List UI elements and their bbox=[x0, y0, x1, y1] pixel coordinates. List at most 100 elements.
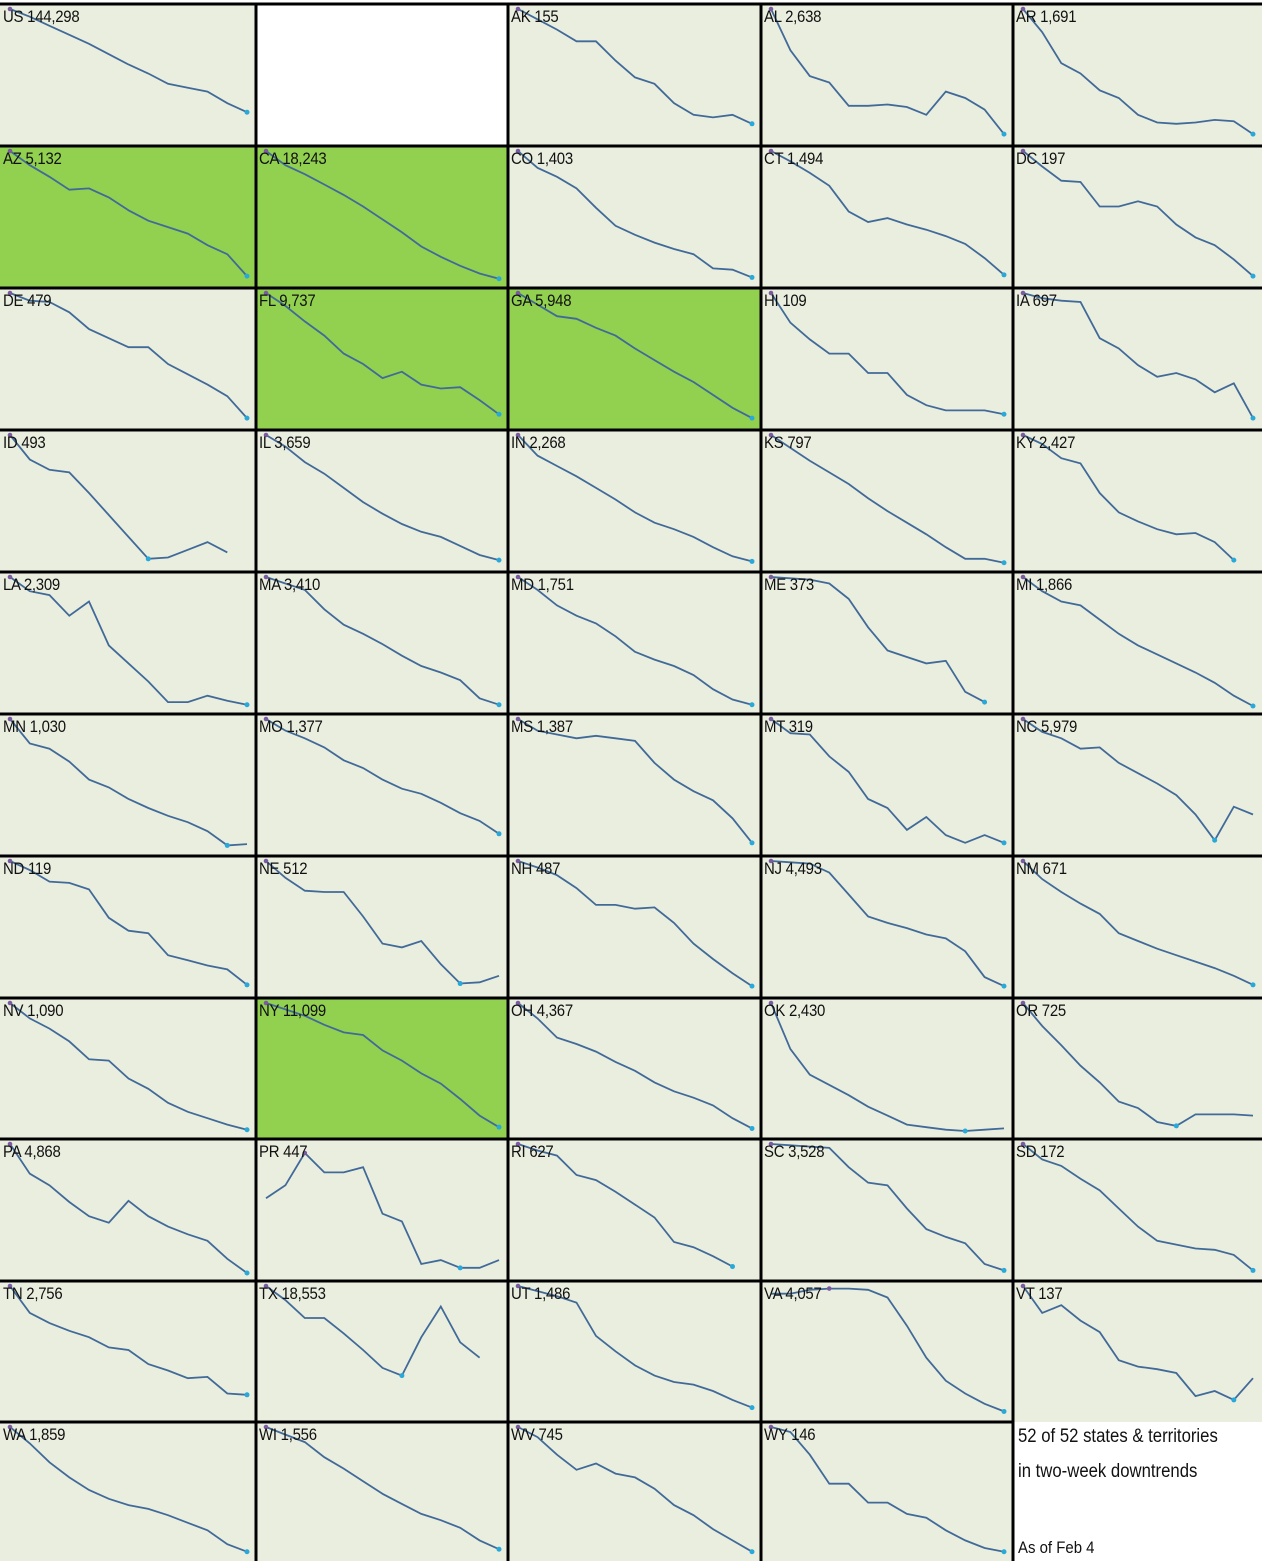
low-marker bbox=[749, 558, 755, 564]
trend-line bbox=[1022, 292, 1254, 419]
low-marker bbox=[1250, 415, 1256, 421]
low-marker bbox=[1001, 272, 1007, 278]
sparkline-wa bbox=[7, 1424, 250, 1555]
sparkline-ar bbox=[1020, 6, 1256, 137]
sparkline-de bbox=[7, 290, 250, 421]
low-marker bbox=[457, 981, 463, 987]
panel-label: IL 3,659 bbox=[259, 433, 311, 452]
trend-line bbox=[1022, 1143, 1254, 1272]
panel-nv: NV 1,090 bbox=[0, 998, 256, 1139]
panel-tx: TX 18,553 bbox=[256, 1281, 508, 1422]
panel-label: WV 745 bbox=[511, 1425, 563, 1444]
panel-label: AR 1,691 bbox=[1016, 7, 1077, 26]
panel-wa: WA 1,859 bbox=[0, 1422, 256, 1561]
trend-line bbox=[517, 434, 753, 563]
panel-ct: CT 1,494 bbox=[761, 146, 1013, 288]
peak-marker bbox=[7, 290, 13, 296]
peak-marker bbox=[1020, 1000, 1026, 1006]
trend-line bbox=[770, 576, 986, 703]
peak-marker bbox=[263, 716, 269, 722]
low-marker bbox=[749, 702, 755, 708]
low-marker bbox=[496, 411, 502, 417]
panel-wv: WV 745 bbox=[508, 1422, 761, 1561]
trend-line bbox=[265, 576, 500, 706]
low-marker bbox=[1001, 840, 1007, 846]
sparkline-vt bbox=[1020, 1283, 1254, 1403]
peak-marker bbox=[768, 858, 774, 864]
low-marker bbox=[244, 1127, 250, 1133]
low-marker bbox=[749, 1405, 755, 1411]
sparkline-ia bbox=[1020, 290, 1256, 421]
peak-marker bbox=[263, 290, 269, 296]
peak-marker bbox=[768, 574, 774, 580]
panel-id: ID 493 bbox=[0, 430, 256, 572]
sparkline-tx bbox=[263, 1283, 481, 1379]
summary-panel: 52 of 52 states & territories in two-wee… bbox=[1016, 1426, 1262, 1561]
peak-marker bbox=[768, 1000, 774, 1006]
panel-label: ID 493 bbox=[3, 433, 46, 452]
trend-line bbox=[517, 1143, 733, 1268]
panel-mn: MN 1,030 bbox=[0, 714, 256, 856]
low-marker bbox=[399, 1373, 405, 1379]
peak-marker bbox=[515, 6, 521, 12]
panel-label: IA 697 bbox=[1016, 291, 1057, 310]
panel-label: RI 627 bbox=[511, 1142, 554, 1161]
sparkline-wv bbox=[515, 1424, 755, 1555]
sparkline-mn bbox=[7, 716, 248, 848]
panel-label: MD 1,751 bbox=[511, 575, 574, 594]
sparkline-la bbox=[7, 574, 250, 708]
peak-marker bbox=[515, 1000, 521, 1006]
panel-label: NM 671 bbox=[1016, 859, 1067, 878]
sparkline-dc bbox=[1020, 148, 1256, 279]
panel-wy: WY 146 bbox=[761, 1422, 1013, 1561]
panel-sc: SC 3,528 bbox=[761, 1139, 1013, 1281]
panel-label: ME 373 bbox=[764, 575, 814, 594]
panel-pr: PR 447 bbox=[256, 1139, 508, 1281]
peak-marker bbox=[515, 432, 521, 438]
peak-marker bbox=[7, 148, 13, 154]
panel-label: OK 2,430 bbox=[764, 1001, 826, 1020]
panel-al: AL 2,638 bbox=[761, 4, 1013, 146]
panel-me: ME 373 bbox=[761, 572, 1013, 714]
trend-line bbox=[9, 1002, 248, 1131]
panel-fl: FL 9,737 bbox=[256, 288, 508, 430]
peak-marker bbox=[7, 1283, 13, 1289]
panel-label: TN 2,756 bbox=[3, 1284, 63, 1303]
trend-line bbox=[517, 150, 753, 279]
panel-ut: UT 1,486 bbox=[508, 1281, 761, 1422]
panel-in: IN 2,268 bbox=[508, 430, 761, 572]
sparkline-mo bbox=[263, 716, 502, 837]
sparkline-or bbox=[1020, 1000, 1254, 1129]
sparkline-pa bbox=[7, 1141, 250, 1276]
panel-nh: NH 487 bbox=[508, 856, 761, 998]
panel-label: WY 146 bbox=[764, 1425, 816, 1444]
trend-line bbox=[9, 860, 248, 986]
panel-mt: MT 319 bbox=[761, 714, 1013, 856]
low-marker bbox=[244, 982, 250, 988]
trend-line bbox=[9, 1426, 248, 1553]
trend-line bbox=[1022, 1002, 1254, 1127]
panel-nd: ND 119 bbox=[0, 856, 256, 998]
low-marker bbox=[1231, 557, 1237, 563]
peak-marker bbox=[1020, 858, 1026, 864]
summary-line-1: 52 of 52 states & territories bbox=[1018, 1426, 1218, 1447]
peak-marker bbox=[263, 574, 269, 580]
low-marker bbox=[749, 415, 755, 421]
panel-ms: MS 1,387 bbox=[508, 714, 761, 856]
sparkline-ok bbox=[768, 1000, 1005, 1134]
peak-marker bbox=[1020, 1141, 1026, 1147]
trend-line bbox=[9, 576, 248, 706]
panel-label: CO 1,403 bbox=[511, 149, 573, 168]
sparkline-ny bbox=[263, 1000, 502, 1130]
peak-marker bbox=[515, 858, 521, 864]
low-marker bbox=[457, 1265, 463, 1271]
panel-label: AZ 5,132 bbox=[3, 149, 62, 168]
panel-ar: AR 1,691 bbox=[1013, 4, 1262, 146]
trend-line bbox=[9, 1143, 248, 1274]
peak-marker bbox=[768, 432, 774, 438]
sparkline-nd bbox=[7, 858, 250, 988]
panel-label: PA 4,868 bbox=[3, 1142, 61, 1161]
low-marker bbox=[749, 121, 755, 127]
sparkline-ky bbox=[1020, 432, 1237, 563]
panel-pa: PA 4,868 bbox=[0, 1139, 256, 1281]
